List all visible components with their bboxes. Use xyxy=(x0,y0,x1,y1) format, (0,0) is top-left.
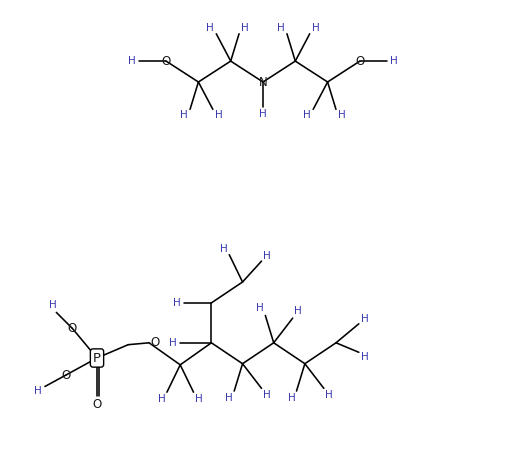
Text: H: H xyxy=(241,23,249,33)
Text: H: H xyxy=(195,394,202,404)
Text: H: H xyxy=(206,23,214,33)
Text: H: H xyxy=(215,110,223,120)
Text: N: N xyxy=(259,76,267,89)
Text: P: P xyxy=(93,352,101,365)
Text: O: O xyxy=(162,55,171,68)
Text: O: O xyxy=(92,397,102,410)
Text: H: H xyxy=(312,23,320,33)
Text: H: H xyxy=(294,306,302,316)
Text: H: H xyxy=(180,110,188,120)
Text: H: H xyxy=(49,300,57,311)
Text: H: H xyxy=(259,109,267,119)
Text: H: H xyxy=(303,110,311,120)
Text: H: H xyxy=(361,314,369,324)
Text: H: H xyxy=(158,394,166,404)
Text: H: H xyxy=(277,23,285,33)
Text: H: H xyxy=(128,56,136,66)
Text: H: H xyxy=(34,385,42,396)
Text: H: H xyxy=(263,251,270,261)
Text: H: H xyxy=(220,244,228,254)
Text: H: H xyxy=(170,338,177,348)
Text: H: H xyxy=(325,390,333,400)
Text: H: H xyxy=(288,393,295,403)
Text: O: O xyxy=(61,368,70,382)
Text: H: H xyxy=(257,304,264,313)
Text: H: H xyxy=(361,352,369,362)
Text: H: H xyxy=(338,110,346,120)
Text: H: H xyxy=(173,298,181,308)
Text: O: O xyxy=(151,336,160,349)
Text: O: O xyxy=(68,322,77,335)
Text: H: H xyxy=(391,56,398,66)
Text: H: H xyxy=(263,390,270,400)
Text: H: H xyxy=(225,393,233,403)
Text: O: O xyxy=(355,55,365,68)
